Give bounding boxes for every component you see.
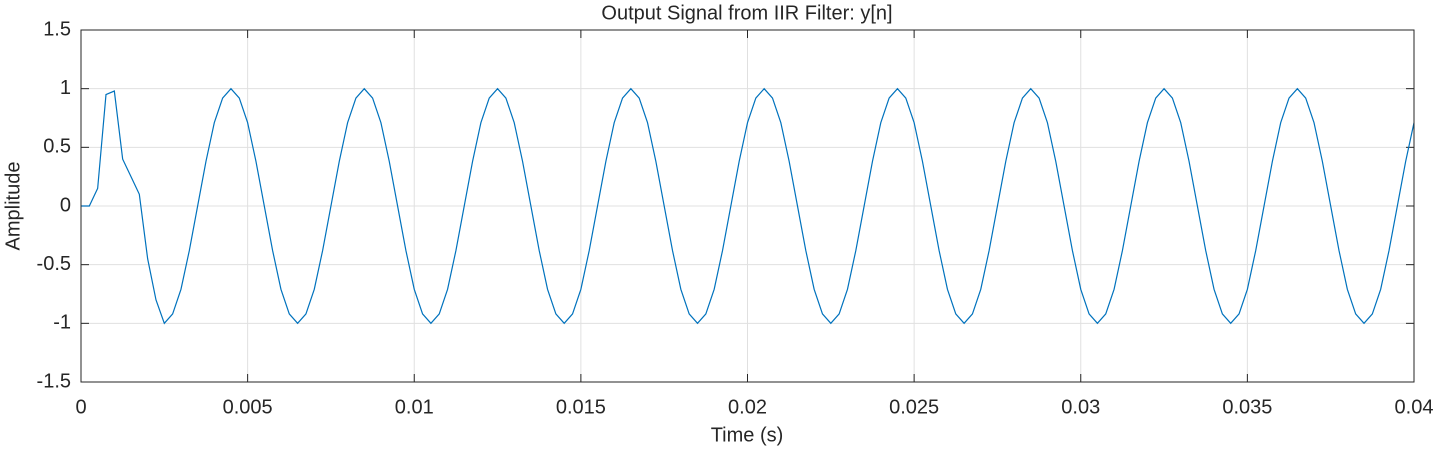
x-tick-label: 0.035	[1222, 396, 1272, 418]
axes-box	[80, 29, 1415, 383]
y-tick-label: -1	[53, 312, 71, 334]
y-tick-label: -0.5	[37, 253, 71, 275]
chart-title: Output Signal from IIR Filter: y[n]	[601, 2, 892, 24]
y-tick-label: 1.5	[43, 18, 71, 40]
y-tick-label: 1	[60, 77, 71, 99]
x-tick-label: 0.03	[1061, 396, 1100, 418]
y-axis-label: Amplitude	[2, 162, 24, 251]
x-axis-label: Time (s)	[711, 424, 784, 446]
x-tick-label: 0.01	[395, 396, 434, 418]
y-tick-label: -1.5	[37, 370, 71, 392]
x-tick-label: 0	[75, 396, 86, 418]
y-tick-label: 0	[60, 194, 71, 216]
x-tick-label: 0.025	[889, 396, 939, 418]
x-tick-label: 0.02	[728, 396, 767, 418]
x-tick-label: 0.015	[556, 396, 606, 418]
signal-line	[81, 87, 1415, 325]
x-tick-label: 0.005	[223, 396, 273, 418]
y-tick-label: 0.5	[43, 136, 71, 158]
x-tick-label: 0.04	[1395, 396, 1434, 418]
